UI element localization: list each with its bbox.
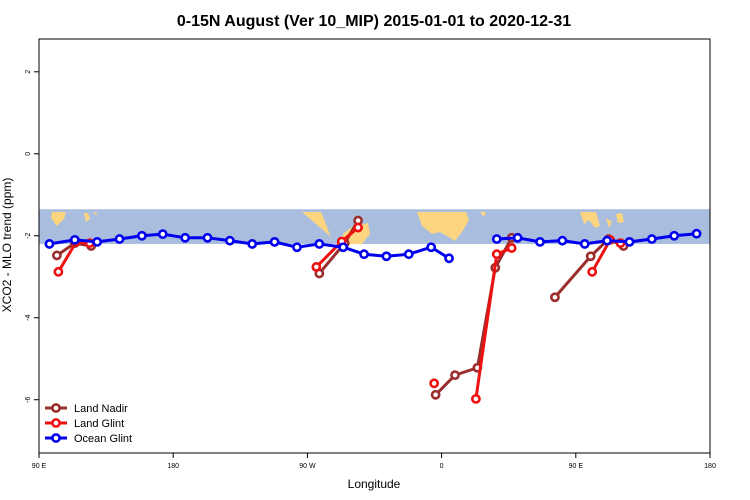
land-nadir-point xyxy=(430,389,441,400)
legend-marker xyxy=(51,418,61,428)
ocean-glint-point xyxy=(180,232,191,243)
y-tick-label: -2 xyxy=(25,233,32,239)
ocean-glint-point xyxy=(359,249,369,260)
ocean-glint-point xyxy=(44,239,55,249)
ocean-glint-point xyxy=(444,253,454,264)
land-mass xyxy=(417,212,469,241)
ocean-glint-point xyxy=(426,242,437,253)
x-tick-label: 0 xyxy=(440,463,444,470)
x-tick-label: 180 xyxy=(167,463,179,470)
plot-frame xyxy=(38,38,711,454)
legend-label: Land Nadir xyxy=(74,403,128,415)
series-layer xyxy=(44,215,702,404)
x-tick-label: 90 E xyxy=(32,463,47,470)
land-nadir-point xyxy=(585,251,596,262)
ocean-glint-point xyxy=(338,242,349,253)
x-axis-label: Longitude xyxy=(348,477,401,491)
ocean-glint-point xyxy=(136,230,147,241)
ocean-glint-point xyxy=(602,235,613,246)
x-tick-label: 180 xyxy=(704,463,716,470)
ocean-glint-point xyxy=(691,228,702,239)
land-mass xyxy=(616,213,624,223)
ocean-glint-point xyxy=(114,234,125,244)
legend-label: Land Glint xyxy=(74,418,124,430)
ocean-glint-point xyxy=(292,242,302,253)
land-mass xyxy=(84,213,90,222)
land-glint-point xyxy=(587,266,598,277)
ocean-glint-point xyxy=(92,237,103,247)
series-ocean-glint xyxy=(44,228,702,264)
ocean-glint-point xyxy=(491,234,502,244)
chart-title: 0-15N August (Ver 10_MIP) 2015-01-01 to … xyxy=(177,13,571,30)
ocean-glint-point xyxy=(403,249,414,260)
ocean-glint-point xyxy=(579,239,590,249)
world-map-band xyxy=(39,209,710,244)
legend-marker xyxy=(51,433,61,443)
legend-label: Ocean Glint xyxy=(74,433,132,445)
ocean-glint-point xyxy=(512,232,523,243)
ocean-glint-point xyxy=(669,230,680,241)
land-nadir-point xyxy=(450,370,460,381)
ocean-glint-point xyxy=(202,232,213,243)
land-glint-point xyxy=(506,243,517,253)
land-nadir-point xyxy=(51,250,62,261)
ocean-glint-point xyxy=(224,235,235,246)
ocean-glint-point xyxy=(157,229,168,240)
land-glint-point xyxy=(353,222,363,233)
x-tick-label: 90 E xyxy=(569,463,584,470)
land-mass xyxy=(480,212,486,217)
ocean-glint-point xyxy=(535,237,545,247)
ocean-glint-point xyxy=(69,234,80,245)
ocean-glint-point xyxy=(381,251,392,262)
legend: Land Nadir Land Glint Ocean Glint xyxy=(45,403,132,445)
ocean-glint-point xyxy=(269,237,280,247)
ocean-glint-point xyxy=(314,239,325,249)
ocean-glint-line xyxy=(496,232,697,246)
land-glint-point xyxy=(53,266,64,277)
ocean-glint-point xyxy=(624,237,635,247)
land-glint-line xyxy=(474,246,513,400)
legend-marker xyxy=(51,403,61,413)
y-tick-label: 0 xyxy=(25,152,32,156)
x-axis: 90 E 180 90 W 0 90 E 180 xyxy=(32,453,716,470)
land-mass xyxy=(606,218,612,228)
ocean-glint-point xyxy=(247,239,258,249)
x-tick-label: 90 W xyxy=(299,463,316,470)
land-nadir-point xyxy=(550,292,560,303)
y-tick-label: -4 xyxy=(25,315,32,321)
y-tick-label: -6 xyxy=(25,396,32,402)
land-mass xyxy=(302,212,370,244)
y-axis-label: XCO2 - MLO trend (ppm) xyxy=(0,178,14,313)
ocean-glint-point xyxy=(557,235,568,246)
land-mass xyxy=(94,212,97,216)
land-glint-point xyxy=(311,262,322,272)
land-glint-point xyxy=(429,378,440,389)
land-glint-point xyxy=(470,393,481,404)
y-tick-label: 2 xyxy=(25,70,32,74)
ocean-glint-point xyxy=(646,234,657,244)
land-shapes xyxy=(51,212,624,244)
land-mass xyxy=(580,212,600,228)
y-axis: 2 0 -2 -4 -6 xyxy=(25,70,39,403)
land-mass xyxy=(51,212,66,226)
land-glint-point xyxy=(491,249,502,260)
